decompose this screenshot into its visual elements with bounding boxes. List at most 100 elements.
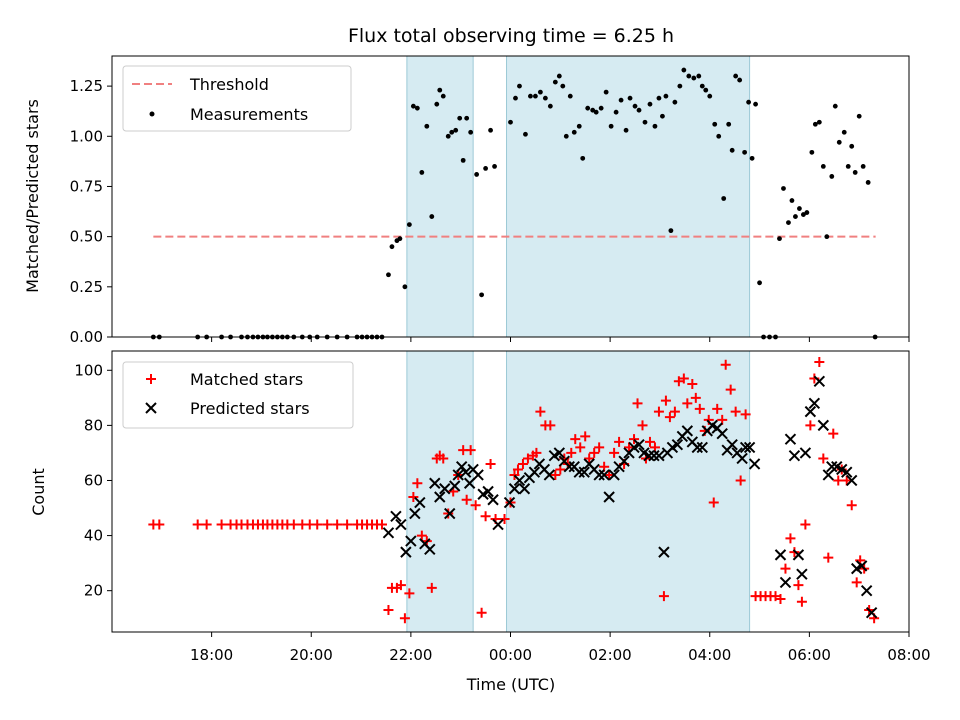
x-tick-label: 18:00 — [190, 646, 233, 664]
matched-star-point — [624, 442, 635, 453]
measurement-point — [464, 115, 470, 121]
measurement-point — [567, 93, 573, 99]
matched-star-point — [443, 508, 454, 519]
x-axis-label: Time (UTC) — [466, 675, 555, 694]
measurement-point — [623, 127, 629, 133]
x-tick-label: 04:00 — [688, 646, 731, 664]
measurement-point — [414, 105, 420, 111]
matched-star-point — [512, 464, 523, 475]
y-tick-label: 0.75 — [70, 177, 103, 195]
observing-interval-band — [406, 350, 474, 633]
predicted-star-point — [455, 460, 468, 473]
predicted-star-point — [424, 543, 436, 556]
threshold-legend-label: Threshold — [189, 75, 269, 94]
matched-star-point — [678, 373, 689, 384]
predicted-star-point — [593, 469, 605, 481]
matched-star-point — [609, 447, 620, 458]
y-tick-label: 60 — [84, 471, 103, 489]
predicted-star-point — [784, 433, 797, 445]
measurement-point — [556, 73, 562, 79]
predicted-star-point — [841, 466, 853, 478]
measurement-point — [608, 123, 614, 129]
predicted-star-point — [788, 449, 801, 462]
measurement-point — [786, 220, 791, 225]
matched-star-point — [712, 403, 723, 414]
measurement-point — [440, 93, 446, 99]
predicted-star-point — [382, 527, 395, 539]
x-tick-label: 22:00 — [389, 646, 432, 664]
measurements-legend-swatch — [149, 111, 155, 117]
measurement-point — [419, 170, 425, 175]
predicted-star-point — [414, 496, 426, 509]
matched-star-point — [637, 420, 648, 431]
matched-star-point — [629, 434, 640, 445]
y-tick-label: 0.00 — [70, 328, 103, 346]
x-tick-label: 06:00 — [788, 646, 831, 664]
predicted-star-point — [439, 483, 451, 495]
measurement-point — [816, 119, 822, 125]
matched-star-point — [376, 519, 387, 530]
measurement-point — [552, 79, 558, 85]
y-tick-label: 0.50 — [70, 228, 103, 246]
top-chart-panel: 0.00 0.25 0.50 0.75 1.00 1.25 Matched/Predict… — [23, 55, 910, 346]
measurement-point — [523, 131, 528, 137]
measurement-point — [513, 95, 518, 101]
matched-star-point — [517, 458, 528, 469]
matched-star-point — [476, 607, 487, 618]
predicted-star-point — [503, 496, 516, 509]
matched-star-point — [383, 604, 394, 615]
predicted-star-point — [865, 607, 878, 619]
matched-star-point — [823, 552, 834, 563]
matched-star-point — [412, 478, 423, 489]
predicted-star-point — [578, 466, 590, 478]
matched-star-point — [584, 453, 595, 464]
matched-star-point — [828, 428, 839, 439]
measurement-point — [812, 121, 818, 127]
measurement-point — [660, 113, 665, 119]
measurements-points — [150, 67, 878, 340]
measurement-point — [547, 103, 553, 109]
predicted-star-point — [528, 466, 541, 478]
measurement-point — [729, 147, 735, 153]
measurement-point — [542, 95, 548, 101]
measurement-point — [642, 119, 648, 125]
predicted-star-point — [860, 584, 873, 597]
measurement-point — [820, 163, 826, 169]
predicted-star-point — [681, 425, 694, 437]
matched-star-point — [793, 580, 804, 591]
measurement-point — [402, 284, 408, 290]
measurement-point — [777, 236, 782, 242]
measurement-point — [457, 115, 463, 121]
measurement-point — [429, 214, 435, 219]
predicted-star-point — [409, 507, 421, 520]
measurement-point — [386, 272, 391, 278]
measurement-point — [492, 163, 497, 169]
matched-star-point — [846, 500, 857, 511]
matched-star-point — [575, 442, 586, 453]
predicted-star-point — [804, 405, 817, 418]
measurement-point — [618, 97, 624, 103]
measurement-point — [757, 280, 762, 286]
predicted-star-point — [618, 455, 630, 467]
measurement-point — [585, 105, 591, 111]
matched-star-point — [545, 420, 556, 431]
predicted-star-point — [543, 469, 556, 481]
measurement-point — [449, 129, 455, 135]
y-tick-label: 0.25 — [70, 278, 103, 296]
measurement-point — [836, 139, 842, 145]
observing-interval-band — [506, 55, 751, 338]
measurement-point — [613, 109, 619, 115]
predicted-star-point — [463, 477, 476, 489]
matched-star-point — [833, 475, 844, 486]
measurement-point — [508, 119, 513, 125]
measurement-point — [856, 113, 862, 119]
measurement-point — [636, 107, 642, 113]
matched-star-point — [154, 519, 165, 530]
top-y-axis-label: Matched/Predicted stars — [23, 99, 42, 293]
predicted-star-point — [608, 469, 620, 481]
measurement-point — [560, 83, 566, 89]
measurement-point — [627, 95, 633, 101]
observing-interval-band — [406, 55, 474, 338]
matched-legend-swatch — [146, 374, 156, 384]
bottom-legend: Matched stars Predicted stars — [122, 361, 354, 429]
